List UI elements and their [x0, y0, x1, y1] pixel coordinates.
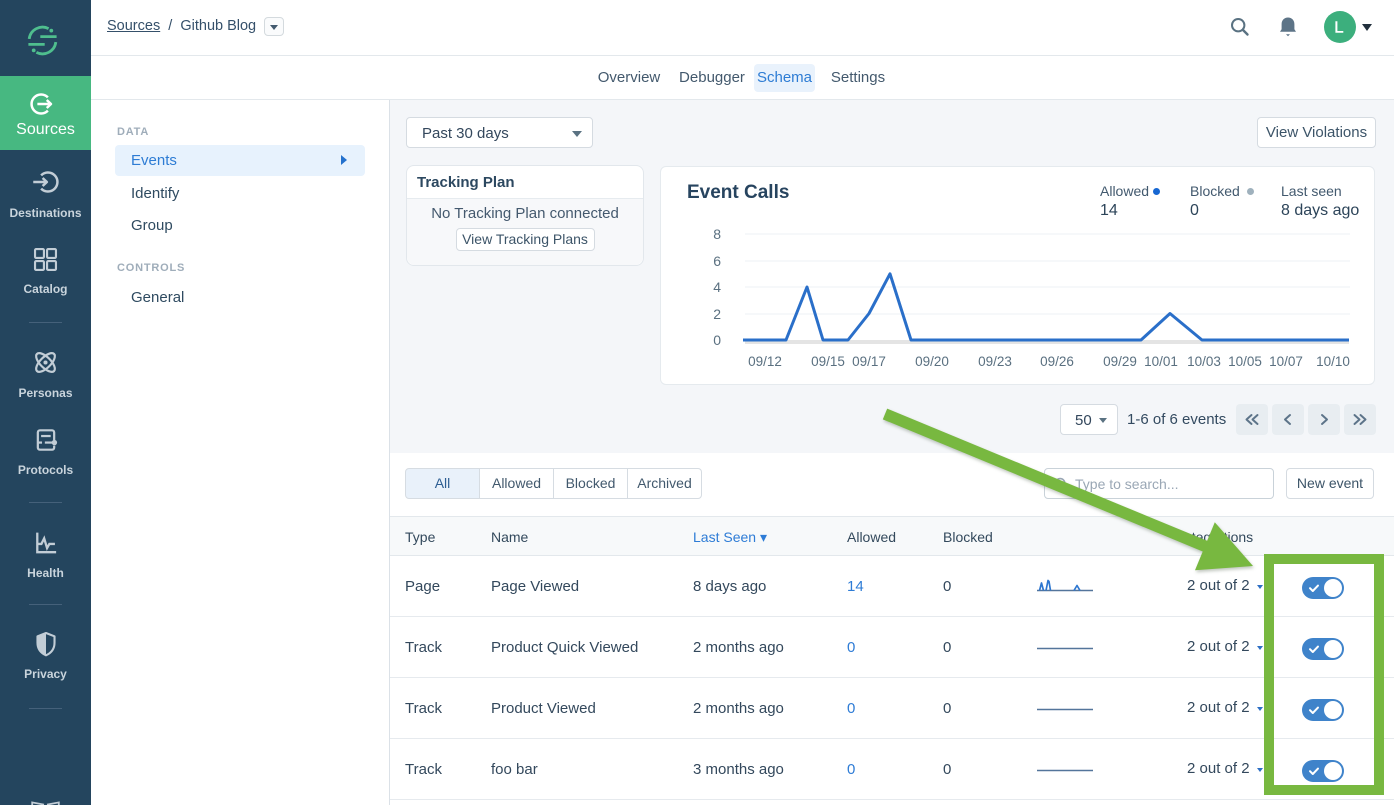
svg-text:09/26: 09/26 — [1040, 354, 1074, 369]
svg-text:10/01: 10/01 — [1144, 354, 1178, 369]
svg-text:6: 6 — [713, 253, 721, 269]
svg-text:10/07: 10/07 — [1269, 354, 1303, 369]
svg-text:8: 8 — [713, 226, 721, 242]
svg-text:0: 0 — [713, 332, 721, 348]
svg-text:09/15: 09/15 — [811, 354, 845, 369]
svg-text:09/23: 09/23 — [978, 354, 1012, 369]
svg-text:2: 2 — [713, 306, 721, 322]
svg-text:09/12: 09/12 — [748, 354, 782, 369]
svg-text:10/03: 10/03 — [1187, 354, 1221, 369]
svg-text:4: 4 — [713, 279, 721, 295]
svg-text:09/29: 09/29 — [1103, 354, 1137, 369]
svg-text:09/17: 09/17 — [852, 354, 886, 369]
svg-text:10/10: 10/10 — [1316, 354, 1350, 369]
svg-text:09/20: 09/20 — [915, 354, 949, 369]
svg-text:10/05: 10/05 — [1228, 354, 1262, 369]
